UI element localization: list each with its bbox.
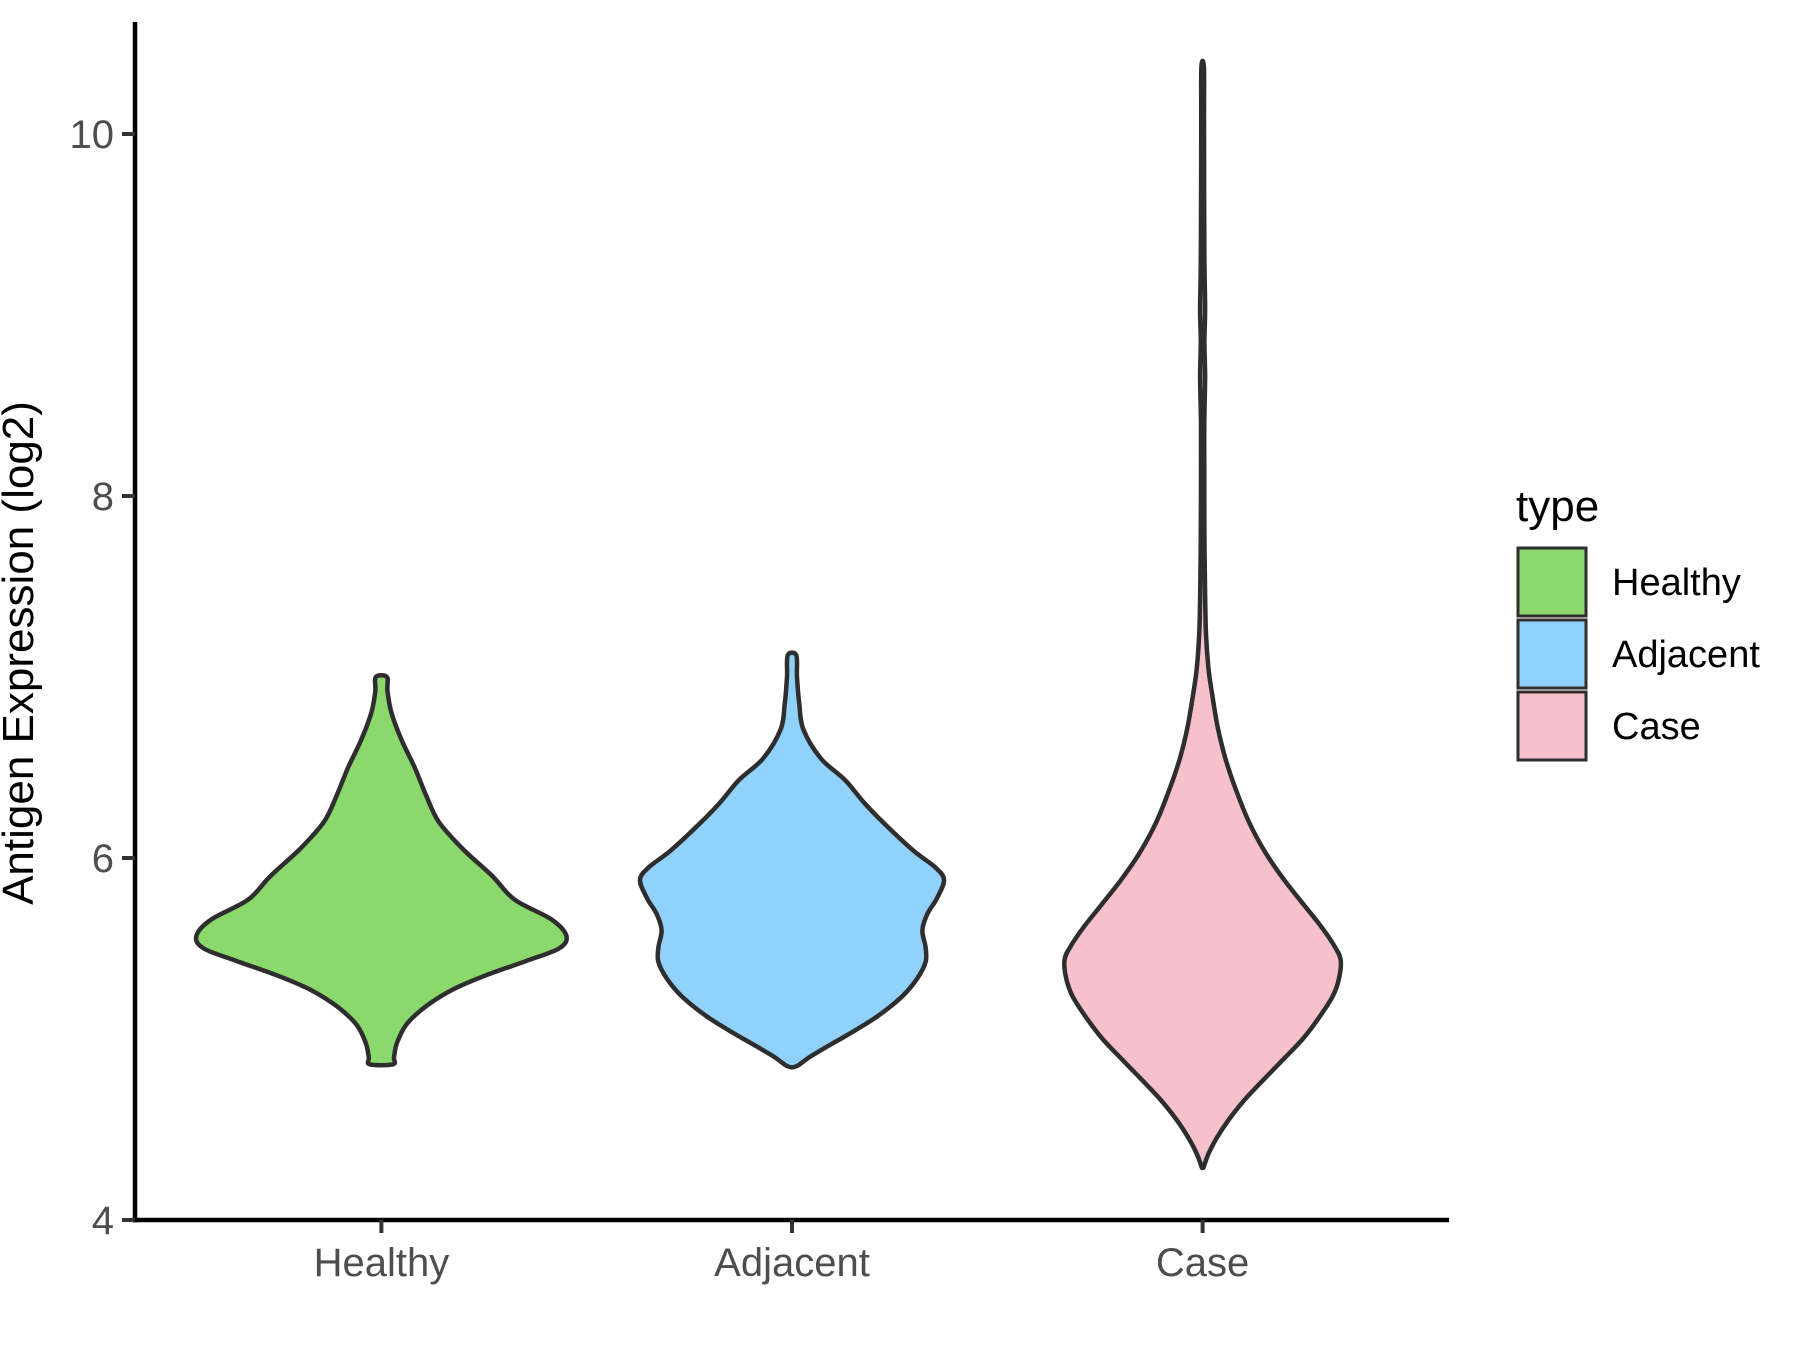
x-tick-label-healthy: Healthy bbox=[314, 1241, 450, 1285]
y-tick-label-10: 10 bbox=[70, 113, 115, 157]
violin-healthy bbox=[193, 672, 569, 1068]
violins-group bbox=[193, 58, 1344, 1171]
y-axis-title: Antigen Expression (log2) bbox=[0, 401, 43, 905]
violin-case bbox=[1062, 58, 1344, 1171]
axis-labels-group: 4 6 8 10 Healthy Adjacent Case bbox=[70, 113, 1250, 1285]
legend-key-healthy bbox=[1516, 546, 1588, 618]
legend: type Healthy Adjacent Case bbox=[1516, 482, 1760, 762]
legend-label-case: Case bbox=[1612, 706, 1701, 748]
y-tick-label-4: 4 bbox=[92, 1199, 114, 1243]
x-tick-label-case: Case bbox=[1156, 1241, 1249, 1285]
y-tick-label-6: 6 bbox=[92, 837, 114, 881]
x-tick-label-adjacent: Adjacent bbox=[714, 1241, 870, 1285]
legend-label-healthy: Healthy bbox=[1612, 562, 1741, 604]
legend-label-adjacent: Adjacent bbox=[1612, 634, 1760, 676]
violin-adjacent bbox=[637, 650, 947, 1070]
legend-entries: Healthy Adjacent Case bbox=[1516, 546, 1760, 762]
y-tick-label-8: 8 bbox=[92, 475, 114, 519]
axes-group bbox=[122, 22, 1449, 1233]
legend-key-case bbox=[1516, 690, 1588, 762]
legend-title: type bbox=[1516, 482, 1599, 531]
legend-key-adjacent bbox=[1516, 618, 1588, 690]
